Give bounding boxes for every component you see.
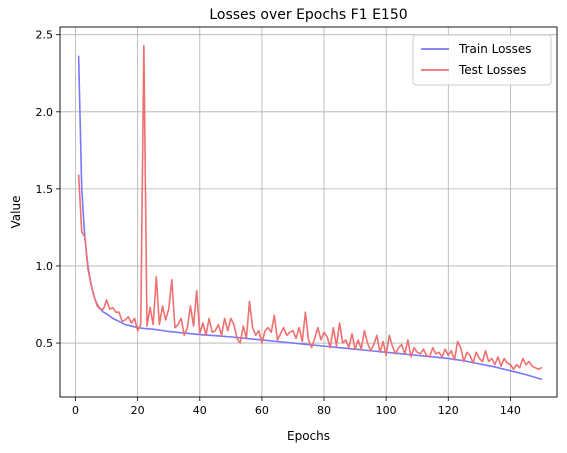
x-tick-label: 120 [438, 404, 459, 417]
x-tick-label: 0 [72, 404, 79, 417]
y-tick-label: 0.5 [36, 337, 54, 350]
legend: Train Losses Test Losses [412, 34, 552, 86]
legend-box [412, 34, 552, 86]
y-tick-label: 2.0 [36, 106, 54, 119]
x-axis-label: Epochs [287, 429, 330, 443]
plot-frame [59, 26, 558, 398]
x-tick-label: 80 [317, 404, 331, 417]
x-tick-label: 40 [193, 404, 207, 417]
x-tick-label: 100 [376, 404, 397, 417]
x-tick-label: 20 [131, 404, 145, 417]
y-tick-label: 2.5 [36, 29, 54, 42]
y-tick-label: 1.0 [36, 260, 54, 273]
x-tick-label: 60 [255, 404, 269, 417]
legend-label: Train Losses [458, 42, 532, 56]
y-axis: 0.5 1.0 1.5 2.0 2.5 [36, 29, 60, 350]
x-axis: 0 20 40 60 80 100 120 140 [72, 397, 521, 417]
chart-title: Losses over Epochs F1 E150 [209, 7, 407, 23]
series-layer [77, 44, 543, 381]
legend-label: Test Losses [458, 63, 526, 77]
x-tick-label: 140 [500, 404, 521, 417]
y-axis-label: Value [9, 196, 23, 229]
test-losses-line [77, 44, 543, 371]
y-tick-label: 1.5 [36, 183, 54, 196]
grid [60, 27, 557, 397]
